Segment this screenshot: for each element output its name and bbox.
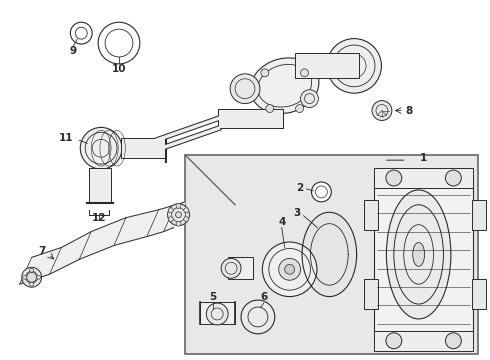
Ellipse shape [22,267,42,287]
Ellipse shape [285,264,294,274]
Circle shape [26,272,37,282]
Bar [218,109,283,129]
Bar [374,175,473,339]
Ellipse shape [279,258,300,280]
Bar [472,200,486,230]
Text: 2: 2 [296,183,303,193]
Bar [472,279,486,309]
Circle shape [445,170,461,186]
Ellipse shape [230,74,260,104]
Ellipse shape [387,190,451,319]
Text: 3: 3 [293,208,300,218]
Ellipse shape [327,39,381,93]
Text: 9: 9 [70,46,77,56]
Circle shape [241,300,275,334]
Circle shape [168,217,173,222]
Circle shape [37,275,41,279]
Ellipse shape [413,243,425,266]
Circle shape [386,333,402,349]
Circle shape [261,69,269,77]
Circle shape [30,268,34,272]
Ellipse shape [206,303,228,325]
Circle shape [386,170,402,186]
Ellipse shape [300,90,318,108]
Circle shape [445,333,461,349]
Bar [364,279,378,309]
Text: 6: 6 [260,292,268,302]
Text: 5: 5 [210,292,217,302]
Bar [374,331,473,351]
Circle shape [176,221,181,226]
Bar [364,200,378,230]
Circle shape [23,275,26,279]
Text: 12: 12 [92,213,106,223]
Circle shape [184,208,189,213]
Ellipse shape [250,58,319,114]
Circle shape [312,182,331,202]
Circle shape [295,105,303,113]
Ellipse shape [80,127,122,169]
Bar [294,53,359,78]
Text: 7: 7 [38,247,45,256]
Polygon shape [20,202,185,284]
Circle shape [168,208,173,213]
Bar [228,257,253,279]
Circle shape [300,69,309,77]
Polygon shape [302,212,357,297]
Ellipse shape [175,212,181,218]
Text: 1: 1 [420,153,427,163]
Circle shape [98,22,140,64]
Ellipse shape [168,204,190,226]
Ellipse shape [262,242,317,297]
Text: 11: 11 [59,133,74,143]
Bar [89,168,111,203]
Circle shape [184,217,189,222]
Ellipse shape [221,258,241,278]
Circle shape [30,282,34,286]
Circle shape [71,22,92,44]
Text: 8: 8 [405,105,413,116]
Bar [374,168,473,188]
Bar [200,302,235,324]
Bar [185,155,478,354]
Ellipse shape [372,100,392,121]
Text: 10: 10 [112,64,126,74]
Text: 4: 4 [278,217,285,227]
Circle shape [176,203,181,208]
Bar [121,138,166,158]
Circle shape [266,105,274,113]
